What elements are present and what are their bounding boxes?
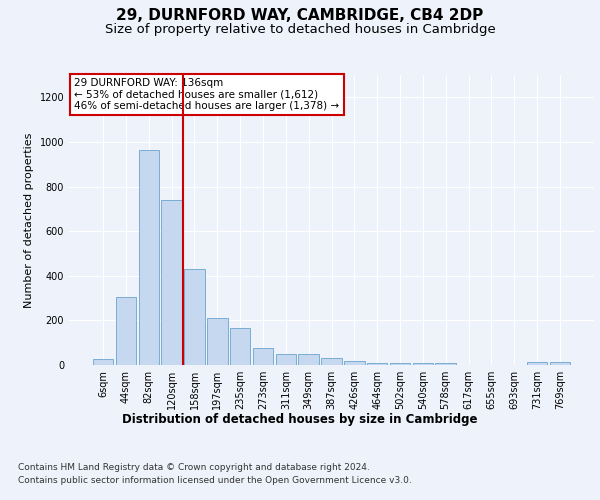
Bar [344,361,365,365]
Bar [550,362,570,365]
Bar [413,363,433,365]
Bar [207,318,227,365]
Text: Contains public sector information licensed under the Open Government Licence v3: Contains public sector information licen… [18,476,412,485]
Bar [116,297,136,365]
Bar [161,200,182,365]
Bar [275,354,296,365]
Bar [367,363,388,365]
Bar [184,269,205,365]
Bar [139,150,159,365]
Text: Contains HM Land Registry data © Crown copyright and database right 2024.: Contains HM Land Registry data © Crown c… [18,462,370,471]
Bar [390,363,410,365]
Bar [527,362,547,365]
Bar [298,354,319,365]
Text: Size of property relative to detached houses in Cambridge: Size of property relative to detached ho… [104,22,496,36]
Y-axis label: Number of detached properties: Number of detached properties [24,132,34,308]
Text: Distribution of detached houses by size in Cambridge: Distribution of detached houses by size … [122,412,478,426]
Text: 29 DURNFORD WAY: 136sqm
← 53% of detached houses are smaller (1,612)
46% of semi: 29 DURNFORD WAY: 136sqm ← 53% of detache… [74,78,340,111]
Bar [436,363,456,365]
Text: 29, DURNFORD WAY, CAMBRIDGE, CB4 2DP: 29, DURNFORD WAY, CAMBRIDGE, CB4 2DP [116,8,484,22]
Bar [230,328,250,365]
Bar [321,358,342,365]
Bar [93,360,113,365]
Bar [253,348,273,365]
